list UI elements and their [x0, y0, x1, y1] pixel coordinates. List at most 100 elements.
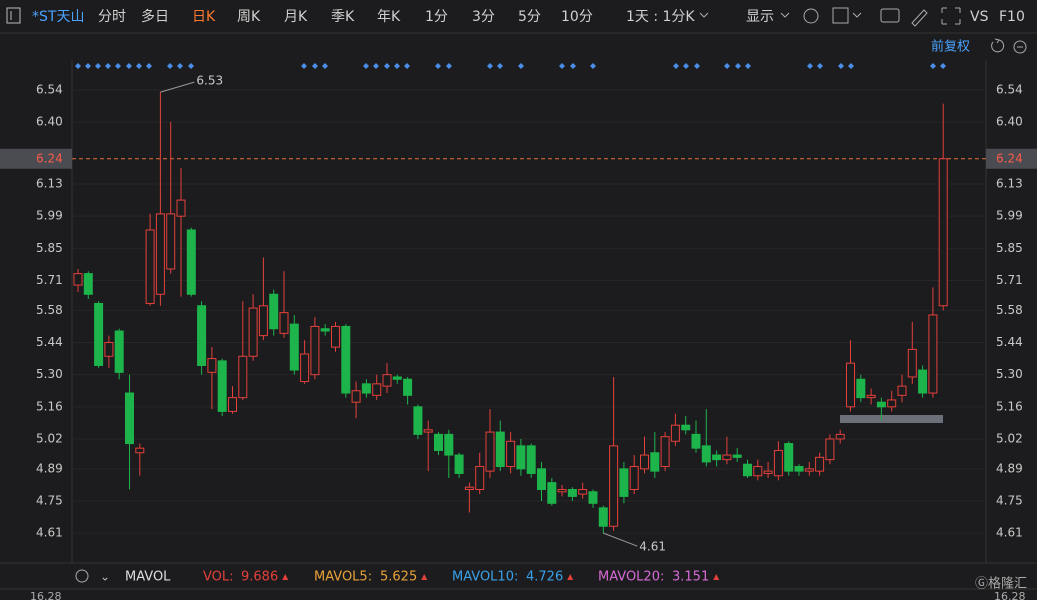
indicator-name[interactable]: MAVOL — [125, 570, 171, 585]
candle-body — [660, 436, 670, 468]
candle-body — [691, 433, 701, 449]
candle-body — [650, 452, 660, 472]
candle-body — [526, 445, 536, 474]
candle-body — [897, 385, 907, 396]
candle-body — [722, 454, 732, 461]
menu-icon[interactable] — [6, 7, 21, 24]
last-price-badge — [986, 148, 1037, 169]
candle-body — [753, 466, 763, 477]
indicator-up-arrow — [282, 574, 289, 580]
candle-body — [495, 431, 505, 468]
candle-body — [104, 342, 114, 357]
candle-body — [516, 445, 526, 470]
candle-body — [773, 449, 783, 477]
candle-body — [135, 447, 145, 454]
candle-body — [794, 466, 804, 472]
candle-body — [392, 376, 402, 380]
indicator-item-name: MAVOL5: — [314, 570, 372, 585]
tab[interactable]: 周K — [237, 9, 261, 25]
tab[interactable]: 10分 — [561, 9, 593, 25]
tab[interactable]: 3分 — [472, 9, 495, 25]
display[interactable]: 显示 — [746, 9, 774, 25]
dropdown-arrow — [699, 12, 709, 18]
y-tick-label: 5.71 — [996, 273, 1023, 287]
candle-body — [846, 362, 855, 408]
y-tick-label: 5.16 — [36, 399, 63, 413]
candle-body — [413, 406, 423, 435]
tab[interactable]: 多日 — [141, 8, 169, 25]
tab[interactable]: 年K — [377, 9, 401, 25]
candle-body — [228, 397, 237, 412]
indicator-up-arrow — [421, 574, 428, 580]
checkbox-icon[interactable] — [832, 7, 849, 24]
tabs: 分时 多日 日K 周K 月K 季K 年K 1分 3分 5分 10分 — [98, 8, 593, 25]
candle-body — [217, 360, 227, 412]
candle-body — [743, 463, 752, 477]
indicator-up-arrow — [713, 574, 720, 580]
candle-body — [125, 392, 134, 445]
candle-body — [866, 394, 876, 399]
min-pointer — [603, 532, 638, 547]
y-tick-label: 6.13 — [36, 177, 63, 191]
candle-body — [712, 454, 722, 461]
dropdown-arrow — [852, 12, 862, 18]
indicator-dropdown[interactable]: ⌄ — [100, 570, 110, 584]
candle-body — [907, 348, 917, 378]
candle-body — [372, 383, 382, 396]
y-tick-label: 5.02 — [996, 431, 1023, 445]
tab[interactable]: 5分 — [518, 9, 541, 25]
tab[interactable]: 1分 — [425, 9, 448, 25]
period[interactable]: 1天 : 1分K — [626, 9, 695, 25]
y-tick-label: 4.75 — [36, 493, 63, 507]
indicator-up-arrow — [567, 574, 574, 580]
candle-body — [629, 466, 639, 491]
y-tick-label: 5.16 — [996, 399, 1023, 413]
candle-body — [464, 486, 474, 491]
indicator-settings-icon[interactable] — [75, 569, 89, 583]
camera-icon[interactable] — [880, 8, 900, 23]
tab[interactable]: 季K — [331, 9, 355, 25]
candle-body — [876, 401, 886, 408]
candle-body — [155, 213, 165, 295]
range-highlight — [840, 415, 943, 423]
candle-body — [835, 433, 845, 440]
candle-body — [640, 454, 649, 470]
candle-body — [732, 454, 742, 458]
plot: 6.54 6.54 6.40 6.40 6.13 6.13 5.99 5.99 5.85 5.85… — [0, 74, 1037, 554]
tab[interactable]: 月K — [284, 9, 308, 25]
y-tick-label: 5.71 — [36, 273, 63, 287]
symbol[interactable]: *ST天山 — [32, 9, 84, 25]
candle-body — [351, 390, 361, 403]
undo-icon[interactable] — [991, 38, 1005, 53]
candle-body — [238, 355, 248, 399]
y-tick-label: 5.58 — [996, 303, 1023, 317]
adjust[interactable]: 前复权 — [931, 39, 970, 55]
f10[interactable]: F10 — [999, 9, 1025, 25]
candle-body — [423, 429, 433, 433]
candle-body — [619, 468, 629, 497]
candle-body — [248, 307, 258, 357]
candle-body — [186, 229, 196, 295]
candle-body — [506, 440, 516, 468]
candle-body — [701, 445, 711, 463]
fullscreen-icon[interactable] — [941, 7, 961, 25]
candle-body — [825, 438, 835, 461]
tab[interactable]: 日K — [192, 9, 216, 25]
last-price-label: 6.24 — [996, 151, 1023, 165]
settings-icon[interactable] — [803, 8, 819, 24]
pen-icon[interactable] — [911, 9, 928, 27]
last-price-badge — [0, 148, 72, 169]
vs[interactable]: VS — [970, 9, 989, 25]
candle-body — [938, 158, 948, 307]
zoom-out-icon[interactable] — [1013, 40, 1027, 54]
candle-body — [444, 433, 454, 456]
indicator-item-name: MAVOL10: — [452, 570, 518, 585]
max-label: 6.53 — [196, 74, 223, 88]
candle-body — [598, 507, 608, 527]
indicator-item-name: VOL: — [203, 570, 234, 585]
y-tick-label: 5.44 — [996, 335, 1023, 349]
tab[interactable]: 分时 — [98, 9, 126, 25]
candle-body — [681, 424, 691, 431]
